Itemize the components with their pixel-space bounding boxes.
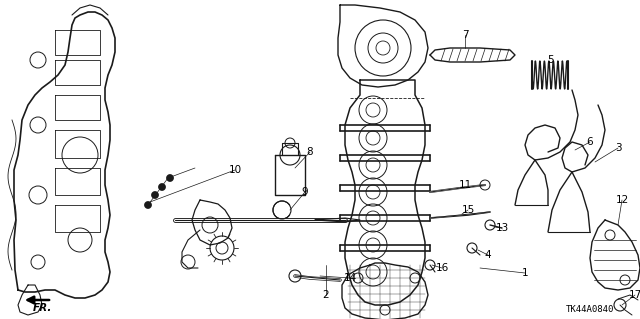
Text: 15: 15 xyxy=(461,205,475,215)
Text: 11: 11 xyxy=(458,180,472,190)
Text: FR.: FR. xyxy=(32,303,52,313)
Circle shape xyxy=(159,183,166,190)
Text: 8: 8 xyxy=(307,147,314,157)
Text: 7: 7 xyxy=(461,30,468,40)
Text: 2: 2 xyxy=(323,290,330,300)
Circle shape xyxy=(152,191,159,198)
Text: 6: 6 xyxy=(587,137,593,147)
Text: 5: 5 xyxy=(547,55,554,65)
Text: 13: 13 xyxy=(495,223,509,233)
Text: 4: 4 xyxy=(484,250,492,260)
Text: 14: 14 xyxy=(344,273,356,283)
Text: 16: 16 xyxy=(435,263,449,273)
Text: 3: 3 xyxy=(614,143,621,153)
Circle shape xyxy=(166,174,173,182)
Text: 12: 12 xyxy=(616,195,628,205)
Text: 17: 17 xyxy=(628,290,640,300)
Text: 1: 1 xyxy=(522,268,528,278)
Text: TK44A0840: TK44A0840 xyxy=(566,306,614,315)
Text: 9: 9 xyxy=(301,187,308,197)
Circle shape xyxy=(145,202,152,209)
Text: 10: 10 xyxy=(228,165,241,175)
